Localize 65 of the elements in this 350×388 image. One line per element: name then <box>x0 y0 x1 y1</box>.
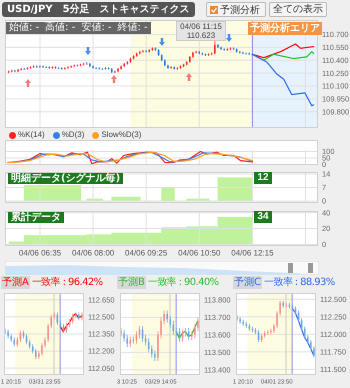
chart-title: USD/JPY 5分足 ストキャスティクス <box>2 2 195 17</box>
candlestick <box>126 334 128 348</box>
candlestick <box>32 344 34 354</box>
candlestick <box>123 329 125 342</box>
annotation: 高値: - <box>45 22 76 34</box>
x-tick-label: 04/06 06:35 <box>18 248 62 258</box>
annotation: 04/06 11:15 110.623 <box>176 21 226 41</box>
candlestick <box>72 313 74 324</box>
candlestick <box>129 336 132 348</box>
candlestick <box>142 326 144 342</box>
candlestick <box>292 304 294 311</box>
chart-title: 予測A <box>1 276 30 289</box>
candlestick <box>47 323 49 342</box>
chart-title: 予測C <box>233 276 262 289</box>
candlestick <box>178 327 180 342</box>
candlestick <box>13 337 16 347</box>
x-tick-label: 04/06 12:15 <box>231 248 274 258</box>
candlestick <box>258 330 260 342</box>
x-tick-label: 04/06 10:50 <box>178 248 221 258</box>
candlestick <box>242 51 244 55</box>
candlestick <box>307 334 309 345</box>
chart-subtitle: 一致率 : 90.40% <box>148 276 219 289</box>
legend-label: %K(14) <box>18 130 45 140</box>
candlestick <box>50 314 52 329</box>
candlestick <box>188 327 190 341</box>
candlestick <box>14 69 16 73</box>
candlestick <box>56 312 58 326</box>
annotation: 始値: - <box>9 22 40 34</box>
candlestick <box>172 320 174 336</box>
candlestick <box>154 350 156 362</box>
candlestick <box>26 334 28 345</box>
legend-label: Slow%D(3) <box>101 130 142 140</box>
chart-title: 予測B <box>117 276 146 289</box>
chart-title: 明細データ(シグナル毎) <box>8 173 124 184</box>
candlestick <box>35 348 37 360</box>
candlestick <box>194 324 196 339</box>
chart-title: 累計データ <box>8 212 64 223</box>
candlestick <box>166 310 168 324</box>
legend-label: %D(3) <box>62 130 84 140</box>
annotation: 安値: - <box>81 22 112 34</box>
candlestick <box>182 329 184 342</box>
data-label: 12 <box>254 172 272 184</box>
line-series <box>292 308 314 356</box>
candlestick <box>148 338 150 353</box>
chart-subtitle: 一致率 : 96.42% <box>32 276 103 289</box>
chart-subtitle: 一致率 : 88.93% <box>264 276 335 289</box>
x-tick-label: 04/06 08:00 <box>72 248 115 258</box>
candlestick <box>62 323 64 334</box>
x-tick-label: 04/06 09:25 <box>125 248 168 258</box>
candlestick <box>16 337 18 347</box>
candlestick <box>136 330 138 344</box>
text: 全ての表示 <box>269 2 327 17</box>
line-series <box>176 320 198 339</box>
candlestick <box>151 344 153 358</box>
annotation: 予測分析エリア <box>248 22 322 35</box>
candlestick <box>80 63 82 67</box>
text: 予測分析 <box>220 4 260 16</box>
annotation: 終値: - <box>117 22 148 34</box>
candlestick <box>169 315 172 328</box>
line-series <box>60 312 82 332</box>
candlestick <box>7 329 9 339</box>
data-label: 34 <box>254 211 272 224</box>
candlestick <box>28 339 30 350</box>
candlestick <box>66 322 68 334</box>
candlestick <box>304 326 306 340</box>
